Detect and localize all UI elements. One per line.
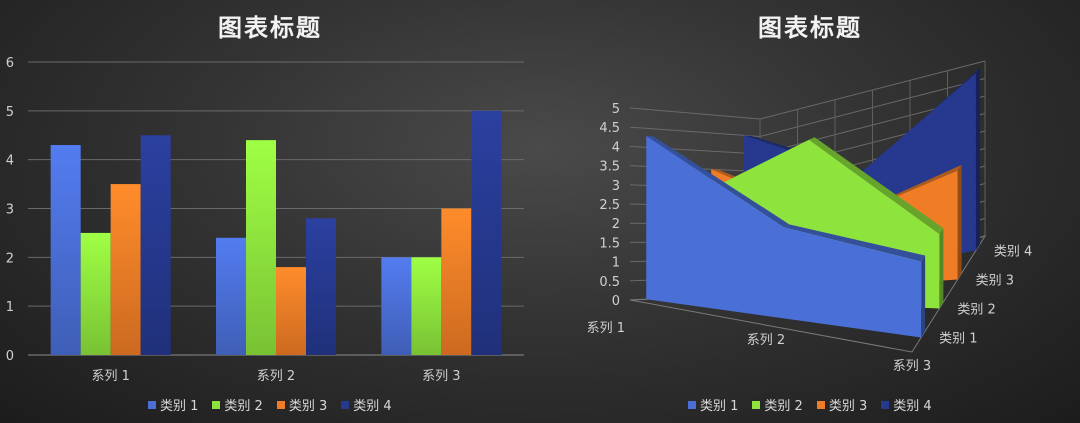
bar <box>110 184 141 355</box>
y-tick-label: 3.5 <box>599 160 620 175</box>
y-tick-label: 6 <box>6 56 14 71</box>
x-tick-label: 系列 3 <box>422 369 460 384</box>
legend-swatch-1 <box>148 400 156 409</box>
legend-swatch-1 <box>688 400 696 409</box>
y-tick-label: 5 <box>6 105 14 120</box>
depth-tick-label: 类别 2 <box>957 303 995 318</box>
y-tick-label: 4 <box>612 140 620 155</box>
area-end-face <box>975 67 980 251</box>
y-tick-label: 4.5 <box>599 121 620 136</box>
bar <box>471 110 502 355</box>
legend-right: 类别 1 类别 2 类别 3 类别 4 <box>688 395 932 414</box>
y-tick-label: 0 <box>6 349 14 364</box>
bar <box>411 257 442 355</box>
area-top-face <box>783 224 926 262</box>
chart-title-left: 图表标题 <box>218 14 322 42</box>
legend-item: 类别 1 <box>148 395 198 414</box>
legend-swatch-4 <box>341 400 350 409</box>
legend-item: 类别 3 <box>816 395 868 414</box>
x-tick-label: 系列 3 <box>893 359 931 374</box>
legend-label: 类别 2 <box>764 399 803 414</box>
legend-item: 类别 4 <box>881 395 932 414</box>
legend-label: 类别 3 <box>828 399 868 414</box>
x-tick-label: 系列 1 <box>587 321 625 336</box>
y-tick-label: 4 <box>6 154 14 169</box>
legend-label: 类别 4 <box>353 399 392 414</box>
legend-item: 类别 1 <box>688 395 738 414</box>
y-tick-label: 2 <box>612 217 620 232</box>
legend-swatch-2 <box>752 400 761 409</box>
area-top-face <box>809 137 944 235</box>
y-tick-label: 3 <box>6 203 14 218</box>
y-tick-label: 1 <box>6 300 14 315</box>
y-tick-label: 5 <box>612 102 620 117</box>
area-end-face <box>939 228 944 309</box>
legend-swatch-4 <box>881 400 890 409</box>
bar <box>246 140 276 355</box>
legend-label: 类别 2 <box>224 399 263 414</box>
bar <box>50 145 81 355</box>
legend-label: 类别 1 <box>700 399 739 414</box>
y-tick-label: 3 <box>612 179 620 194</box>
depth-tick-label: 类别 1 <box>939 332 977 347</box>
legend-swatch-3 <box>816 400 825 409</box>
bar <box>306 218 336 355</box>
legend-item: 类别 2 <box>212 395 263 414</box>
legend-label: 类别 3 <box>288 399 328 414</box>
area-front-face <box>646 135 922 338</box>
x-tick-label: 系列 2 <box>747 333 785 348</box>
bar <box>80 232 111 355</box>
y-tick-label: 1.5 <box>599 236 620 251</box>
area-end-face <box>957 164 962 280</box>
gridline <box>629 60 986 120</box>
y-tick-label: 2 <box>6 251 14 266</box>
bar-chart: 0 1 2 3 4 5 6 系列 1 系列 2 系列 3 <box>6 56 524 384</box>
x-tick-label: 系列 1 <box>91 369 129 384</box>
depth-tick-label: 类别 3 <box>976 274 1014 289</box>
bar <box>441 208 472 355</box>
chart-title-right: 图表标题 <box>758 14 862 42</box>
legend-label: 类别 1 <box>160 399 199 414</box>
legend-swatch-2 <box>212 400 221 409</box>
bar <box>140 135 171 355</box>
legend-item: 类别 3 <box>276 395 328 414</box>
legend-item: 类别 4 <box>341 395 392 414</box>
area-top-face <box>646 135 790 228</box>
area-end-face <box>921 255 926 338</box>
x-tick-label: 系列 2 <box>257 369 295 384</box>
legend-item: 类别 2 <box>752 395 803 414</box>
legend-left: 类别 1 类别 2 类别 3 类别 4 <box>148 395 392 414</box>
y-tick-label: 0.5 <box>599 275 620 290</box>
depth-tick-label: 类别 4 <box>994 245 1032 260</box>
legend-swatch-3 <box>276 400 285 409</box>
legend-label: 类别 4 <box>893 399 932 414</box>
y-tick-label: 1 <box>612 256 620 271</box>
bar <box>216 237 246 355</box>
y-tick-label: 0 <box>612 294 620 309</box>
y-tick-label: 2.5 <box>599 198 620 213</box>
bar <box>381 257 412 355</box>
bar <box>276 267 306 355</box>
